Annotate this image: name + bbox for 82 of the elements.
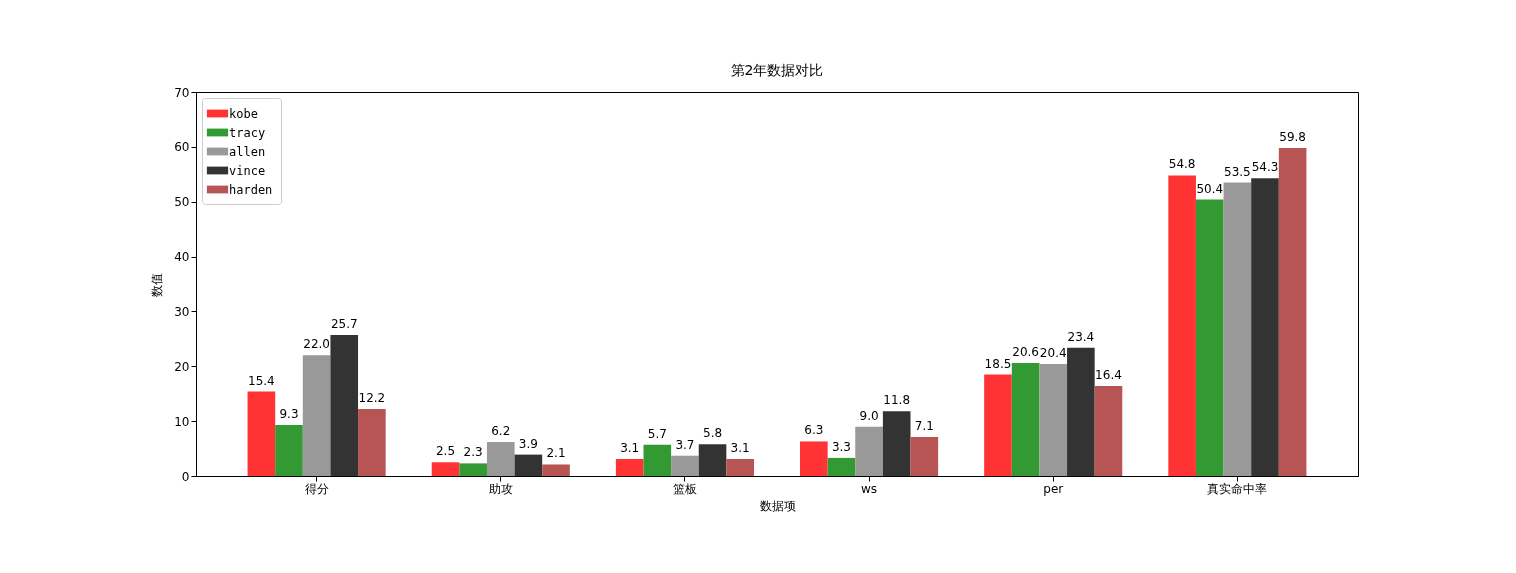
- y-axis-title: 数值: [150, 272, 165, 297]
- legend-label: kobe: [229, 106, 258, 121]
- data-label: 23.4: [1067, 329, 1095, 344]
- x-tick-label: 助攻: [488, 481, 513, 496]
- data-label: 18.5: [984, 356, 1012, 371]
- bar: [1039, 364, 1068, 476]
- data-label: 9.0: [859, 408, 879, 423]
- data-label: 20.6: [1012, 344, 1039, 359]
- bar: [1094, 386, 1123, 476]
- chart-title: 第2年数据对比: [730, 62, 824, 78]
- data-label: 53.5: [1224, 164, 1251, 179]
- x-axis-title: 数据项: [759, 498, 796, 513]
- y-tick-label: 10: [174, 414, 190, 429]
- data-label: 11.8: [883, 393, 911, 408]
- data-label: 12.2: [358, 391, 386, 406]
- data-label: 20.4: [1039, 346, 1067, 361]
- bar: [1168, 175, 1196, 476]
- bar: [459, 463, 487, 476]
- bar: [1223, 182, 1252, 476]
- data-label: 5.7: [647, 426, 667, 441]
- data-label: 3.1: [730, 440, 750, 455]
- x-tick-label: ws: [861, 481, 878, 496]
- data-label: 54.3: [1251, 160, 1279, 175]
- bar: [1011, 362, 1040, 476]
- data-label: 2.3: [463, 445, 483, 460]
- data-label: 3.7: [675, 437, 695, 452]
- data-label: 50.4: [1196, 181, 1224, 196]
- bar: [1251, 178, 1279, 476]
- y-tick-label: 70: [174, 85, 190, 100]
- bar: [910, 437, 939, 476]
- y-tick-label: 50: [174, 195, 190, 210]
- legend-label: vince: [229, 163, 266, 178]
- data-label: 2.5: [435, 444, 456, 459]
- y-tick-label: 40: [174, 250, 190, 265]
- data-label: 2.1: [546, 446, 566, 461]
- bar: [431, 462, 460, 476]
- legend-label: tracy: [229, 125, 266, 140]
- bar: [855, 426, 883, 476]
- x-tick-label: 真实命中率: [1207, 481, 1268, 496]
- data-label: 5.8: [703, 426, 723, 441]
- x-tick-label: per: [1043, 481, 1064, 496]
- data-label: 9.3: [279, 406, 299, 421]
- y-tick-label: 60: [174, 140, 190, 155]
- bar: [302, 355, 331, 476]
- data-label: 7.1: [914, 419, 934, 434]
- bar: [247, 391, 276, 476]
- data-label: 16.4: [1095, 368, 1122, 383]
- bar: [698, 444, 727, 476]
- bar: [275, 424, 303, 476]
- data-label: 3.1: [620, 440, 640, 455]
- bar: [1067, 347, 1095, 476]
- data-label: 3.9: [518, 436, 538, 451]
- bar: [984, 374, 1012, 476]
- bar: [1195, 199, 1224, 476]
- data-label: 59.8: [1279, 129, 1306, 144]
- bar: [827, 457, 856, 476]
- data-label: 25.7: [330, 317, 358, 332]
- bar: [358, 409, 386, 476]
- bar: [671, 455, 699, 476]
- y-tick-label: 30: [174, 304, 190, 319]
- bar: [330, 335, 359, 476]
- data-label: 54.8: [1168, 157, 1196, 172]
- bar: [542, 464, 570, 476]
- x-tick-label: 得分: [304, 481, 329, 496]
- data-label: 6.2: [491, 423, 511, 438]
- bar: [726, 458, 754, 476]
- bar: [643, 444, 672, 476]
- data-label: 6.3: [804, 423, 824, 438]
- bar: [882, 411, 911, 476]
- x-tick-label: 篮板: [672, 481, 697, 496]
- data-label: 3.3: [831, 439, 851, 454]
- data-label: 22.0: [303, 337, 330, 352]
- bar: [514, 454, 543, 476]
- legend-label: harden: [229, 182, 273, 197]
- bar: [486, 441, 515, 476]
- y-tick-label: 20: [174, 359, 190, 374]
- legend-label: allen: [229, 144, 266, 159]
- y-tick-label: 0: [181, 469, 190, 484]
- data-label: 15.4: [248, 373, 275, 388]
- bar: [800, 441, 828, 476]
- bar: [1278, 147, 1307, 476]
- bar: [615, 458, 644, 476]
